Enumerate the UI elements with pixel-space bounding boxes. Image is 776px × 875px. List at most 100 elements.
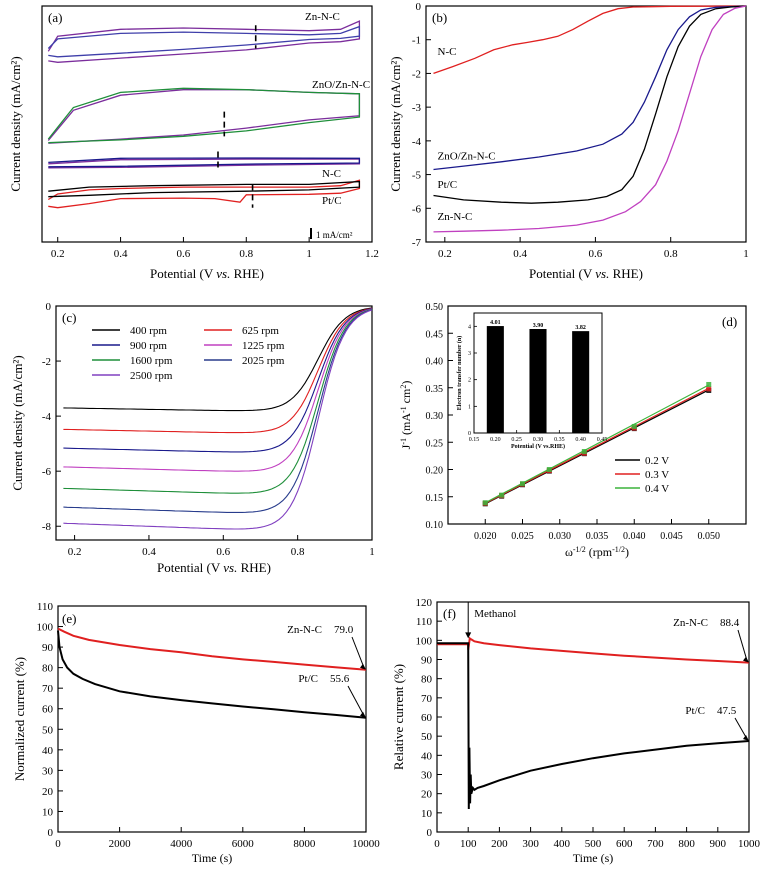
panel-c-y-tick-label: -6 [42,466,52,478]
panel-c-x-tick-label: 0.4 [142,546,156,558]
panel-a-curve-label: ZnO/Zn-N-C [312,79,370,91]
panel-d-y-axis-label-part: J [399,444,413,449]
panel-f-curve-label: Pt/C [685,705,705,717]
panel-b-series-znnc-line [433,5,747,233]
panel-b-x-tick-label: 1 [743,248,749,260]
panel-b-y-tick-label: -1 [412,35,421,47]
panel-b-x-axis-label-part: RHE) [609,266,643,281]
panel-c-x-tick-label: 0.6 [216,546,230,558]
panel-d-x-tick-label: 0.040 [623,531,646,542]
panel-b-series-ptc-line [433,5,747,204]
panel-f-x-axis-label: Time (s) [573,851,614,865]
panel-e-y-tick-label: 90 [42,642,54,654]
panel-f-x-tick-label: 500 [585,838,602,850]
panel-d-y-tick-label: 0.15 [426,493,444,504]
panel-e-y-axis-label: Normalized current (%) [12,657,27,781]
panel-b-curve-label: Zn-N-C [438,211,473,223]
panel-d-x-axis-label-part: ) [625,545,629,559]
panel-f-x-tick-label: 700 [647,838,664,850]
panel-d-x-axis-label-part: ω [565,545,573,559]
panel-d-data-point [581,449,587,455]
panel-f-plot-frame [436,601,750,833]
panel-d-y-axis-label-part: cm [399,388,413,406]
panel-d-inset-x-tick-label: 0.40 [575,437,586,443]
panel-f-y-axis-label: Relative current (%) [391,664,406,770]
panel-b-x-tick-label: 0.6 [589,248,603,260]
panel-a-plot-frame [41,5,373,243]
panel-c-x-axis-label-part: vs. [223,560,237,575]
panel-d-data-point [520,481,525,487]
panel-e-y-tick-label: 110 [37,601,54,613]
panel-d-x-tick-label: 0.045 [660,531,683,542]
panel-d-y-tick-label: 0.25 [426,438,444,449]
panel-c-y-tick-label: -2 [42,356,51,368]
panel-e-plot-frame [57,605,367,833]
panel-c-plot-frame [55,305,373,541]
panel-a-cv-nc-line [48,157,361,168]
panel-f-x-tick-label: 1000 [738,838,761,850]
panel-f-x-tick-label: 300 [522,838,539,850]
panel-c-series-625rpm-line [63,307,373,434]
panel-d-inset-x-tick-label: 0.30 [533,437,544,443]
panel-c: (c) 0.2 0.4 0.6 0.8 1 -8 -6 -4 -2 0 Potential (V vs… [10,301,375,575]
panel-b-curve-label: N-C [438,46,457,58]
panel-a-scale-bar-label: 1 mA/cm² [316,230,353,240]
panel-f-y-tick-label: 20 [421,789,433,801]
panel-a-x-tick-label: 0.2 [51,248,65,260]
panel-f-x-tick-label: 200 [491,838,508,850]
panel-a-x-axis-label-part: vs. [216,266,230,281]
panel-d-inset-x-axis-label: Potential (V vs.RHE) [511,443,565,450]
panel-c-legend-label: 400 rpm [130,325,167,337]
panel-f-y-tick-label: 10 [421,808,433,820]
panel-a: (a) 0.2 0.4 0.6 0.8 1 1.2 Potential (V vs. RHE)… [8,5,379,281]
panel-e-x-tick-label: 0 [55,838,61,850]
panel-d-data-point [546,467,552,472]
panel-e-arrow-line [351,636,365,668]
panel-f-curve-label: Zn-N-C [673,617,708,629]
panel-b-curve-label: Pt/C [438,179,458,191]
panel-d-x-tick-label: 0.030 [549,531,572,542]
panel-b-y-tick-label: -4 [412,136,422,148]
panel-d-legend-label: 0.4 V [645,483,669,495]
panel-c-x-tick-label: 0.2 [68,546,82,558]
panel-f-y-tick-label: 0 [427,827,433,839]
panel-b-y-tick-label: -7 [412,237,422,249]
panel-d-inset-bar [529,329,547,433]
panel-b-y-tick-label: -3 [412,102,422,114]
panel-c-y-axis-label: Current density (mA/cm²) [10,355,25,490]
panel-d-y-axis-label-part: 2 [399,385,408,389]
panel-c-legend-label: 1225 rpm [242,340,285,352]
panel-a-x-tick-label: 0.6 [177,248,191,260]
panel-e-y-tick-label: 60 [42,704,54,716]
panel-d-data-point [706,381,712,387]
panel-a-x-tick-label: 1 [306,248,312,260]
panel-e-arrow-head [360,711,366,718]
panel-d-inset-y-tick-label: 4 [468,324,471,330]
panel-c-series-1225rpm-line [63,308,373,472]
panel-a-x-axis-label: Potential (V vs. RHE) [150,266,264,281]
panel-f-y-tick-label: 40 [421,750,433,762]
panel-b-y-tick-label: -6 [412,203,422,215]
panel-b-x-axis-label-part: Potential (V [529,266,595,281]
panel-e-label: (e) [62,611,76,626]
panel-f-y-tick-label: 70 [421,693,433,705]
panel-c-series-2025rpm-line [63,309,373,513]
panel-c-series-1600rpm-line [63,308,373,494]
panel-d-legend-label: 0.2 V [645,455,669,467]
panel-e-series-znnc-line [57,627,367,671]
panel-d-inset-bar-value-label: 3.82 [575,325,586,331]
panel-e-curve-label: Zn-N-C [287,624,322,636]
panel-d-x-axis-label: ω-1/2 (rpm-1/2) [565,545,629,560]
panel-d-x-tick-label: 0.050 [698,531,721,542]
panel-b-x-tick-label: 0.2 [438,248,452,260]
panel-d-x-axis-label-part: -1/2 [573,545,586,554]
panel-c-x-axis-label-part: Potential (V [157,560,223,575]
panel-d-label: (d) [722,314,737,329]
panel-e-y-tick-label: 100 [37,622,54,634]
panel-d-y-axis-label-part: -1 [399,406,408,413]
panel-b-plot-frame [425,5,747,243]
panel-b: (b) 0.2 0.4 0.6 0.8 1 -7 -6 -5 -4 -3 -2 -1 0 Potential… [388,1,749,281]
panel-e-arrow-line [347,685,365,717]
panel-d-y-tick-label: 0.35 [426,384,444,395]
panel-f-y-tick-label: 60 [421,712,433,724]
